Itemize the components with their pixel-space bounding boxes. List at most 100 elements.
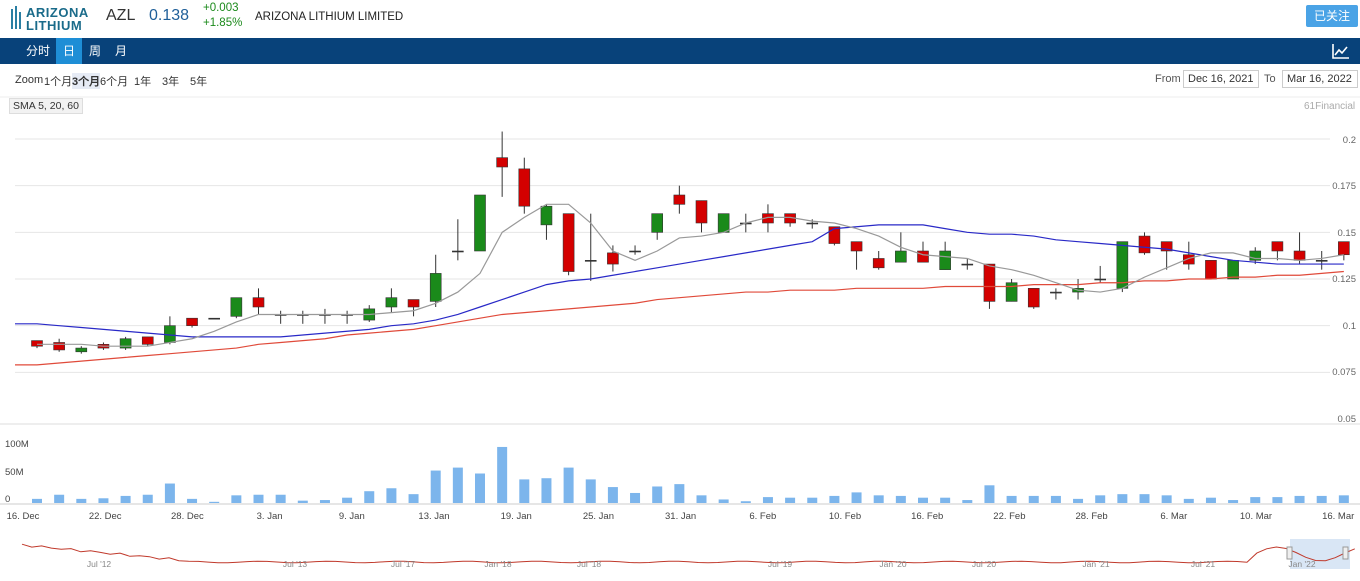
volume-bar	[32, 498, 42, 503]
ticker-symbol: AZL	[106, 7, 136, 24]
volume-bar	[1095, 495, 1106, 503]
zoom-6m[interactable]: 6个月	[100, 76, 129, 88]
candle-down	[1183, 254, 1195, 265]
x-tick: 3. Jan	[257, 511, 283, 522]
candle-down	[407, 299, 420, 308]
volume-bar	[497, 446, 508, 503]
volume-bar	[297, 500, 308, 503]
volume-bar	[364, 491, 375, 503]
x-axis-labels: 16. Dec 22. Dec 28. Dec 3. Jan 9. Jan 13. Jan…	[7, 511, 1355, 522]
volume-bar	[519, 479, 530, 503]
zoom-3m[interactable]: 3个月	[72, 73, 101, 89]
candle-down	[141, 336, 154, 345]
volume-bar	[76, 498, 87, 503]
tab-intraday[interactable]: 分时	[25, 44, 50, 58]
volume-series	[32, 446, 1349, 503]
x-tick: 28. Dec	[171, 511, 204, 522]
price-chart[interactable]: 0.2 0.175 0.15 0.125 0.1 0.075 0.05 100M…	[0, 94, 1360, 581]
volume-bar	[1316, 495, 1327, 503]
x-tick: 6. Mar	[1160, 511, 1187, 522]
header-bar: ARIZONA LITHIUM AZL 0.138 +0.003 +1.85% …	[0, 0, 1360, 37]
price-change: +0.003 +1.85%	[203, 1, 242, 31]
volume-bar	[630, 492, 641, 503]
from-date-input[interactable]: Dec 16, 2021	[1183, 70, 1259, 88]
tab-daily[interactable]: 日	[56, 38, 82, 64]
candle-up	[75, 347, 88, 353]
candle-up	[540, 205, 553, 226]
zoom-1m[interactable]: 1个月	[44, 76, 73, 88]
candle-up	[1227, 260, 1239, 280]
zoom-label: Zoom	[15, 74, 44, 86]
x-tick: 10. Mar	[1240, 511, 1272, 522]
candle-down	[872, 258, 885, 269]
period-tab-bar: 分时 日 周 月	[0, 38, 1360, 64]
x-tick: 16. Dec	[7, 511, 40, 522]
navigator-tick: Jul '21	[1191, 559, 1216, 569]
range-toolbar: Zoom 1个月 3个月 6个月 1年 3年 5年 From Dec 16, 2…	[0, 64, 1360, 94]
volume-bar	[54, 494, 65, 503]
volume-bar	[1338, 495, 1349, 503]
candle-down	[1293, 250, 1306, 261]
change-absolute: +0.003	[203, 2, 239, 14]
change-percent: +1.85%	[203, 17, 243, 29]
candle-down	[53, 342, 65, 351]
volume-bar	[829, 495, 840, 503]
zoom-5y[interactable]: 5年	[190, 76, 208, 88]
volume-bar	[607, 487, 618, 503]
candle-down	[252, 297, 265, 308]
navigator-tick: Jan '22	[1288, 559, 1315, 569]
navigator[interactable]: Jul '12 Jul '13 Jul '17 Jan '18 Jul '18 Jul '…	[0, 537, 1360, 577]
x-tick: 10. Feb	[829, 511, 861, 522]
navigator-handle-right[interactable]	[1342, 546, 1349, 560]
navigator-handle-left[interactable]	[1286, 546, 1293, 560]
volume-bar	[541, 478, 552, 503]
candle-down	[31, 340, 43, 347]
candle-up	[230, 297, 243, 317]
volume-bar	[718, 499, 729, 503]
x-tick: 13. Jan	[418, 511, 449, 522]
x-tick: 6. Feb	[749, 511, 776, 522]
navigator-tick: Jul '17	[391, 559, 416, 569]
candle-up	[584, 260, 597, 262]
volume-bar	[475, 473, 485, 503]
to-date-input[interactable]: Mar 16, 2022	[1282, 70, 1358, 88]
navigator-tick: Jan '21	[1082, 559, 1109, 569]
candle-up	[651, 213, 664, 233]
candle-up	[717, 213, 730, 233]
volume-bar	[187, 498, 198, 503]
candle-up	[939, 250, 951, 270]
data-credit: 61Financial	[1304, 101, 1356, 112]
volume-bar	[253, 494, 264, 503]
x-tick: 25. Jan	[583, 511, 614, 522]
volume-bar	[807, 497, 818, 503]
volume-bar	[319, 500, 330, 503]
volume-bar	[1205, 497, 1216, 503]
tab-monthly[interactable]: 月	[114, 44, 127, 58]
candle-up	[629, 250, 641, 253]
volume-bar	[164, 483, 175, 503]
volume-bar	[142, 494, 153, 503]
zoom-3y[interactable]: 3年	[162, 76, 180, 88]
volume-bar	[1139, 494, 1150, 503]
follow-button[interactable]: 已关注	[1306, 5, 1358, 27]
volume-bar	[762, 497, 773, 503]
volume-bar	[1250, 497, 1261, 503]
line-chart-button[interactable]	[1330, 41, 1352, 61]
navigator-tick: Jul '18	[577, 559, 602, 569]
zoom-1y[interactable]: 1年	[134, 76, 152, 88]
candle-down	[850, 241, 863, 252]
candle-down	[518, 168, 531, 207]
candle-up	[452, 250, 464, 253]
volume-tick: 0	[5, 494, 10, 505]
tab-weekly[interactable]: 周	[88, 44, 101, 58]
candle-up	[119, 338, 132, 349]
x-tick: 22. Feb	[993, 511, 1025, 522]
candle-down	[828, 226, 841, 244]
logo-line1: ARIZONA	[26, 5, 89, 20]
candle-down	[695, 200, 708, 224]
candle-down	[1138, 235, 1151, 254]
volume-bar	[98, 498, 109, 503]
to-label: To	[1264, 73, 1276, 85]
volume-bar	[851, 492, 862, 503]
volume-bar	[342, 497, 353, 503]
